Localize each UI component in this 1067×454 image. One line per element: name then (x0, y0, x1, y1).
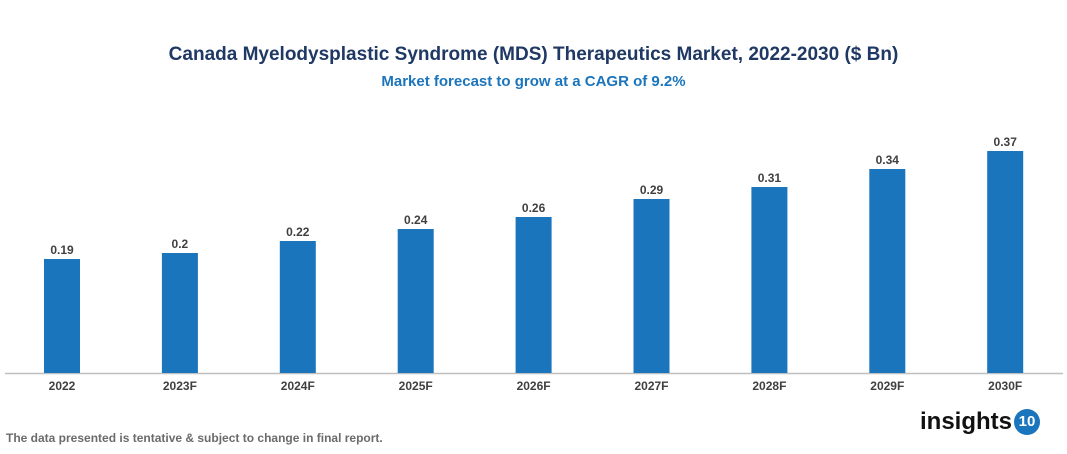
bar-2024F (279, 241, 316, 373)
x-tick-label: 2028F (752, 379, 786, 393)
x-tick-label: 2022 (49, 379, 76, 393)
bar-2028F (751, 187, 788, 373)
data-label: 0.24 (404, 213, 428, 227)
disclaimer: The data presented is tentative & subjec… (6, 431, 383, 445)
data-label: 0.2 (172, 237, 189, 251)
bar-2022 (44, 259, 80, 373)
data-label: 0.22 (286, 225, 310, 239)
insights10-logo: insights 10 (920, 408, 1041, 436)
bar-2025F (397, 229, 434, 373)
data-label: 0.29 (640, 183, 664, 197)
x-tick-label: 2024F (281, 379, 315, 393)
x-tick-label: 2030F (988, 379, 1022, 393)
bar-2026F (515, 217, 552, 373)
data-label: 0.31 (758, 171, 782, 185)
x-tick-label: 2025F (399, 379, 433, 393)
bar-2027F (633, 199, 670, 373)
bar-2023F (161, 253, 198, 373)
data-label: 0.19 (50, 243, 74, 257)
bar-2029F (869, 169, 906, 373)
x-tick-label: 2029F (870, 379, 904, 393)
x-tick-label: 2026F (517, 379, 551, 393)
data-label: 0.37 (994, 135, 1018, 149)
x-tick-label: 2023F (163, 379, 197, 393)
x-tick-label: 2027F (634, 379, 668, 393)
data-label: 0.34 (876, 153, 900, 167)
chart-subtitle: Market forecast to grow at a CAGR of 9.2… (381, 73, 686, 90)
chart-title: Canada Myelodysplastic Syndrome (MDS) Th… (168, 44, 899, 65)
data-label: 0.26 (522, 201, 546, 215)
bar-2030F (987, 151, 1024, 373)
